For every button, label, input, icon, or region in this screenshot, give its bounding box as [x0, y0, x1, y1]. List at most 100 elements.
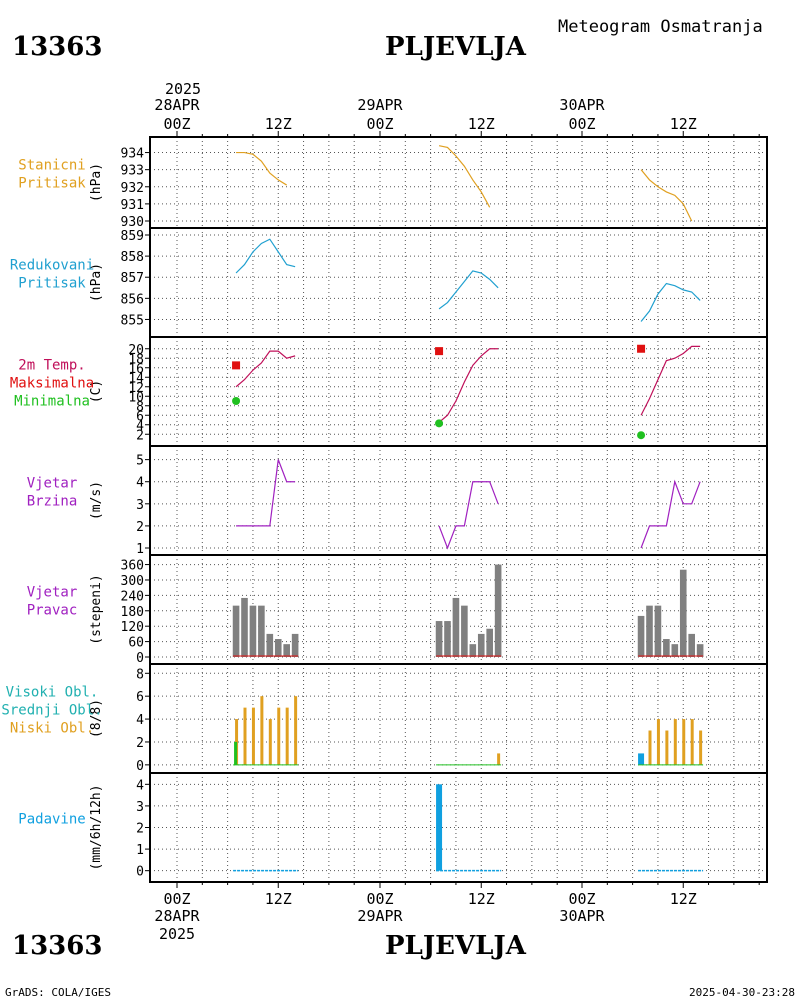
- low-cloud-bar: [497, 753, 501, 765]
- y-axis-label: (C): [89, 380, 104, 403]
- series-line: [236, 151, 287, 186]
- low-cloud-bar: [673, 719, 677, 765]
- date-label-bottom: 29APR: [357, 907, 403, 925]
- y-tick-label: 16: [128, 362, 144, 377]
- y-axis-label: (m/s): [89, 481, 104, 520]
- wind-direction-bar: [461, 605, 468, 657]
- series-line: [235, 350, 296, 388]
- date-label-bottom: 30APR: [559, 907, 605, 925]
- wind-direction-bar: [696, 644, 704, 657]
- panel-label: 2m Temp.: [18, 358, 85, 374]
- hour-label-bottom: 00Z: [163, 890, 190, 908]
- panel-frame: [149, 136, 768, 229]
- min-temp-marker: [637, 431, 646, 440]
- y-tick-label: 3: [136, 800, 144, 815]
- y-tick-label: 8: [136, 667, 144, 682]
- panel-label: Srednji Obl.: [1, 703, 102, 719]
- low-cloud-bar: [277, 707, 281, 765]
- wind-direction-bar: [444, 621, 451, 657]
- panel-label: Maksimalna: [10, 376, 94, 392]
- panel-frame: [149, 445, 768, 556]
- wind-direction-bar: [435, 621, 443, 657]
- wind-direction-bar: [486, 628, 493, 657]
- y-tick-label: 858: [121, 250, 144, 265]
- panel-label: Brzina: [27, 494, 78, 510]
- y-tick-label: 856: [121, 292, 144, 307]
- y-tick-label: 0: [136, 759, 144, 774]
- y-tick-label: 2: [136, 520, 144, 535]
- date-label-top: 28APR: [154, 96, 200, 114]
- hour-label-top: 00Z: [568, 115, 595, 133]
- wind-direction-bar: [469, 644, 477, 657]
- wind-direction-bar: [646, 605, 653, 657]
- panel-label: Pritisak: [18, 276, 86, 292]
- low-cloud-bar: [682, 719, 686, 765]
- series-line: [438, 348, 499, 423]
- low-cloud-bar: [251, 707, 255, 765]
- panel-label: Minimalna: [14, 394, 90, 410]
- y-tick-label: 4: [136, 778, 144, 793]
- hour-label-bottom: 00Z: [366, 890, 393, 908]
- series-line: [235, 238, 296, 274]
- series-line: [640, 345, 701, 416]
- wind-direction-bar: [494, 564, 502, 657]
- y-tick-label: 933: [121, 164, 144, 179]
- y-axis-label: (mm/6h/12h): [89, 784, 104, 870]
- y-tick-label: 120: [121, 620, 144, 635]
- panel-label: Redukovani: [10, 258, 94, 274]
- y-tick-label: 2: [136, 736, 144, 751]
- panel-frame: [149, 227, 768, 338]
- wind-direction-bar: [663, 639, 670, 657]
- hour-label-top: 12Z: [265, 115, 292, 133]
- wind-direction-bar: [688, 633, 695, 657]
- wind-direction-bar: [637, 615, 645, 657]
- panel-label: Pritisak: [18, 176, 86, 192]
- y-tick-label: 60: [128, 636, 144, 651]
- y-tick-label: 5: [136, 454, 144, 469]
- wind-direction-bar: [274, 639, 282, 657]
- hour-label-bottom: 12Z: [468, 890, 495, 908]
- hour-label-bottom: 12Z: [265, 890, 292, 908]
- panels: 930 931 932 933 934 (hPa) Stanicni Pritisak 855 8…: [1, 131, 768, 888]
- y-tick-label: 10: [128, 390, 144, 405]
- panel-label: Vjetar: [27, 585, 78, 601]
- y-tick-label: 0: [136, 651, 144, 666]
- panel-label: Niski Obl.: [10, 721, 94, 737]
- hour-label-top: 00Z: [163, 115, 190, 133]
- wind-direction-bar: [249, 605, 257, 657]
- wind-direction-bar: [291, 633, 299, 657]
- y-tick-label: 3: [136, 498, 144, 513]
- mid-cloud-bar: [234, 741, 238, 765]
- high-cloud-bar: [638, 753, 645, 765]
- y-tick-label: 360: [121, 559, 144, 574]
- panel-label: Visoki Obl.: [6, 685, 99, 701]
- series-line: [438, 270, 499, 310]
- y-tick-label: 12: [128, 381, 144, 396]
- y-tick-label: 6: [136, 409, 144, 424]
- panel-label: Padavine: [18, 812, 85, 828]
- min-temp-marker: [232, 397, 241, 405]
- y-tick-label: 180: [121, 605, 144, 620]
- wind-direction-bar: [477, 633, 485, 657]
- hour-label-top: 12Z: [468, 115, 495, 133]
- low-cloud-bar: [243, 707, 247, 765]
- series-line: [438, 481, 499, 550]
- max-temp-marker: [435, 347, 444, 356]
- date-label-bottom: 28APR: [154, 907, 200, 925]
- y-tick-label: 4: [136, 476, 144, 491]
- precip-bar: [436, 784, 443, 871]
- hour-label-bottom: 00Z: [568, 890, 595, 908]
- y-tick-label: 8: [136, 400, 144, 415]
- series-line: [640, 282, 701, 322]
- wind-direction-bar: [283, 644, 290, 657]
- wind-direction-bar: [679, 569, 687, 657]
- wind-direction-bar: [266, 633, 274, 657]
- hour-label-top: 12Z: [670, 115, 697, 133]
- series-line: [640, 479, 701, 549]
- series-line: [640, 169, 693, 222]
- y-tick-label: 934: [121, 147, 145, 162]
- y-tick-label: 300: [121, 574, 144, 589]
- wind-direction-bar: [241, 597, 248, 657]
- panel-label: Vjetar: [27, 476, 78, 492]
